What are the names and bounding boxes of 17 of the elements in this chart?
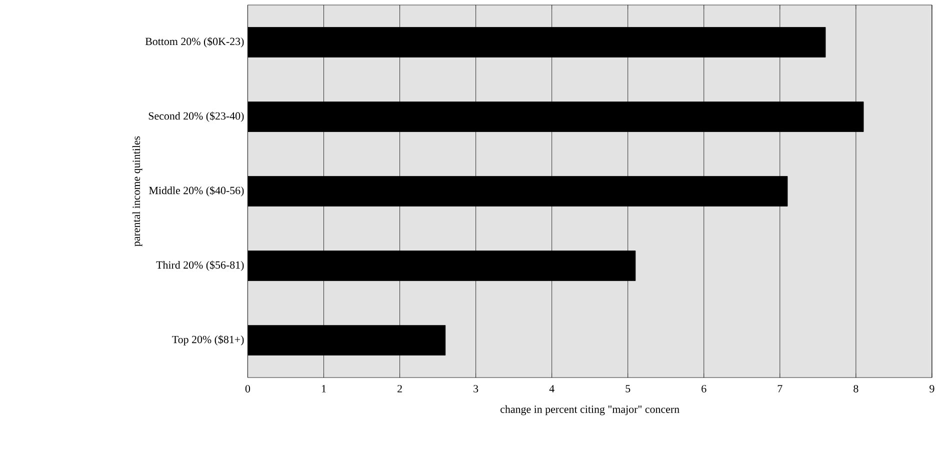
- y-tick-label: Middle 20% ($40-56): [149, 186, 244, 196]
- y-tick-label: Third 20% ($56-81): [156, 260, 244, 271]
- x-tick-label: 5: [626, 384, 630, 392]
- x-axis-title: change in percent citing "major" concern: [500, 405, 680, 415]
- x-tick-label: 3: [474, 384, 478, 392]
- x-tick-label: 4: [549, 384, 554, 392]
- x-tick-label: 7: [778, 384, 782, 392]
- x-tick-label: 2: [398, 384, 402, 392]
- x-tick-label: 1: [322, 384, 326, 392]
- x-tick-label: 8: [854, 384, 858, 392]
- y-axis-title: parental income quintiles: [132, 136, 142, 246]
- x-tick-label: 0: [245, 384, 250, 392]
- x-tick-label: 9: [930, 384, 934, 392]
- y-tick-label: Bottom 20% ($0K-23): [145, 36, 244, 48]
- x-tick-label: 6: [702, 384, 706, 392]
- y-tick-label: Second 20% ($23-40): [148, 111, 244, 122]
- y-tick-label: Top 20% ($81+): [172, 334, 244, 346]
